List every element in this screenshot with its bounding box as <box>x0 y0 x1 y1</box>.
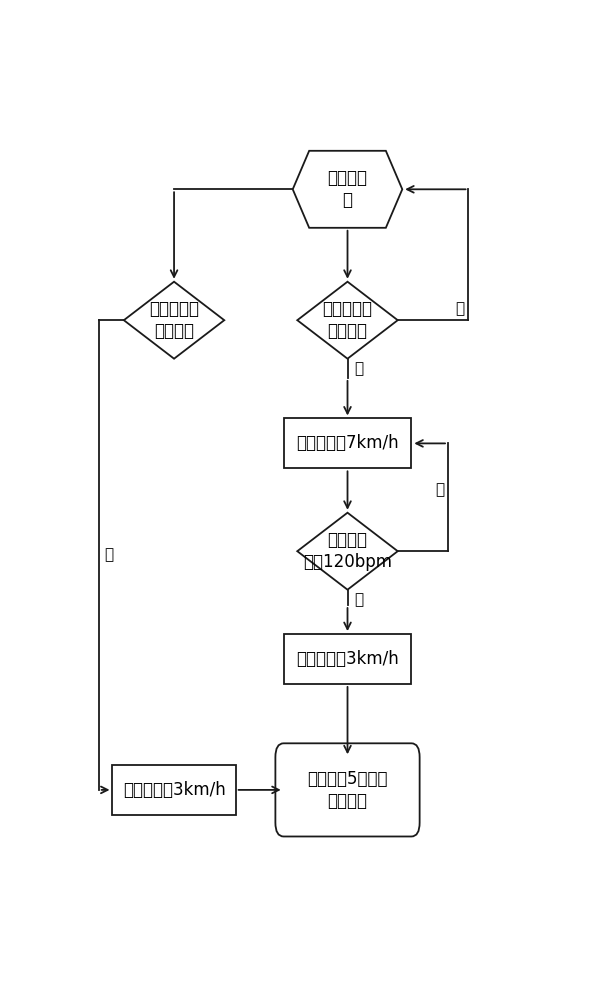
Bar <box>284 634 411 684</box>
Polygon shape <box>293 151 402 228</box>
Bar <box>284 418 411 468</box>
Polygon shape <box>297 282 398 359</box>
FancyBboxPatch shape <box>276 743 419 836</box>
Text: 获取到跑步
结束信号: 获取到跑步 结束信号 <box>323 300 372 340</box>
Text: 否: 否 <box>456 301 465 316</box>
Text: 用户心率
小于120bpm: 用户心率 小于120bpm <box>303 531 392 571</box>
Polygon shape <box>124 282 224 359</box>
Bar <box>112 765 236 815</box>
Text: 是: 是 <box>355 592 363 607</box>
Text: 是: 是 <box>104 548 113 563</box>
Text: 平缓降速至7km/h: 平缓降速至7km/h <box>296 434 399 452</box>
Text: 平缓降速至3km/h: 平缓降速至3km/h <box>296 650 399 668</box>
Text: 快速降速至3km/h: 快速降速至3km/h <box>123 781 226 799</box>
Text: 获取到紧急
制动信号: 获取到紧急 制动信号 <box>149 300 199 340</box>
Polygon shape <box>297 513 398 590</box>
Text: 否: 否 <box>435 482 444 497</box>
Text: 是: 是 <box>355 361 363 376</box>
Text: 继续运转5分钟后
平缓停止: 继续运转5分钟后 平缓停止 <box>307 770 388 810</box>
Text: 跑步机运
转: 跑步机运 转 <box>327 169 368 209</box>
